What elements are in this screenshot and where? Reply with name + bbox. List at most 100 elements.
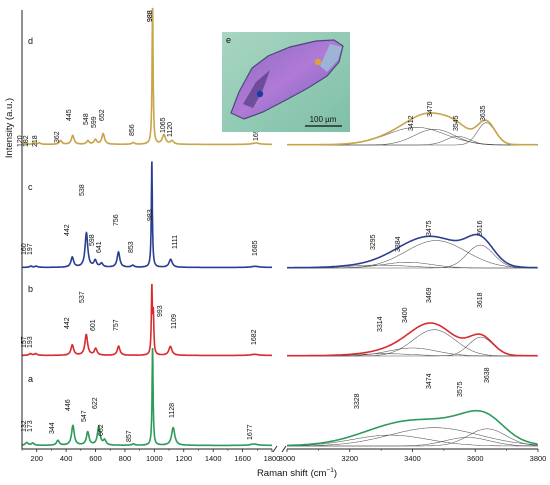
peak-label-d-1065: 1065 — [160, 117, 167, 133]
series-label-c: c — [28, 182, 33, 192]
axis-break-marker — [272, 445, 287, 453]
peak-label-b-993: 993 — [157, 305, 164, 317]
x-tick-label-3600: 3600 — [467, 454, 484, 463]
peak-label-c-853: 853 — [128, 241, 135, 253]
peak-label-c-3475: 3475 — [426, 220, 433, 236]
component-b-3 — [287, 329, 538, 357]
spectrum-b-high — [287, 322, 538, 357]
peak-label-c-983: 983 — [147, 209, 154, 221]
peak-label-d-120: 120 — [17, 135, 24, 147]
peak-label-d-182: 182 — [23, 135, 30, 147]
peak-label-b-1109: 1109 — [171, 314, 178, 329]
peak-label-b-537: 537 — [79, 291, 86, 303]
x-tick-label-3800: 3800 — [530, 454, 547, 463]
component-a-1 — [287, 434, 538, 447]
peak-label-c-538: 538 — [79, 184, 86, 196]
peak-label-a-988: 988 — [147, 10, 154, 22]
peak-label-b-3400: 3400 — [402, 307, 409, 323]
x-tick-label-400: 400 — [60, 454, 73, 463]
peak-label-c-641: 641 — [96, 241, 103, 253]
peak-label-a-1677: 1677 — [247, 424, 254, 440]
spectrum-d-low — [21, 7, 272, 146]
component-c-4 — [287, 244, 538, 269]
peak-label-a-622: 622 — [92, 397, 99, 409]
x-tick-label-1200: 1200 — [175, 454, 192, 463]
x-tick-label-600: 600 — [89, 454, 102, 463]
scale-bar-label: 100 µm — [310, 115, 337, 124]
peak-label-a-344: 344 — [49, 422, 56, 434]
peak-label-c-1111: 1111 — [172, 235, 179, 249]
peak-label-d-445: 445 — [66, 109, 73, 121]
peak-label-d-856: 856 — [129, 124, 136, 136]
peak-label-c-3295: 3295 — [370, 234, 377, 250]
peak-label-b-193: 193 — [27, 336, 34, 348]
peak-label-b-757: 757 — [113, 319, 120, 331]
peak-label-c-1685: 1685 — [252, 240, 259, 256]
peak-label-a-173: 173 — [27, 420, 34, 432]
x-tick-label-1400: 1400 — [205, 454, 222, 463]
series-label-d: d — [28, 36, 33, 46]
peak-label-a-857: 857 — [126, 430, 133, 442]
peak-label-a-547: 547 — [81, 410, 88, 422]
peak-label-b-3314: 3314 — [377, 316, 384, 332]
peak-label-d-988: 988 — [147, 10, 154, 22]
peak-label-c-160: 160 — [21, 243, 28, 255]
peak-label-a-132: 132 — [21, 420, 28, 432]
peak-label-c-197: 197 — [27, 243, 34, 255]
peak-label-c-598: 598 — [89, 234, 96, 246]
series-label-b: b — [28, 284, 33, 294]
x-tick-label-3000: 3000 — [279, 454, 296, 463]
peak-label-a-3328: 3328 — [354, 393, 361, 409]
peak-label-c-756: 756 — [113, 214, 120, 226]
peak-label-c-3616: 3616 — [477, 220, 484, 236]
spectrum-c-high — [287, 233, 538, 269]
crystal-dark-zone — [243, 70, 270, 108]
peak-label-c-442: 442 — [64, 224, 71, 236]
component-a-2 — [287, 427, 539, 447]
x-tick-label-3200: 3200 — [341, 454, 358, 463]
inset-micrograph: e 100 µm — [222, 32, 350, 132]
peak-label-a-1128: 1128 — [169, 403, 176, 418]
component-b-4 — [287, 336, 538, 357]
peak-label-d-1120: 1120 — [167, 122, 174, 137]
peak-label-d-548: 548 — [83, 113, 90, 125]
component-c-3 — [287, 240, 538, 269]
analysis-spot-blue — [256, 90, 264, 98]
peak-label-d-362: 362 — [54, 131, 61, 143]
peak-label-b-3469: 3469 — [426, 287, 433, 303]
peak-label-d-218: 218 — [32, 135, 39, 147]
x-axis-title: Raman shift (cm−1) — [257, 467, 337, 479]
peak-label-b-1682: 1682 — [251, 329, 258, 345]
inset-panel-label: e — [226, 35, 231, 45]
x-tick-label-3400: 3400 — [404, 454, 421, 463]
component-a-4 — [287, 428, 538, 447]
peak-label-a-3575: 3575 — [457, 381, 464, 397]
x-tick-label-1800: 1800 — [264, 454, 281, 463]
peak-label-a-446: 446 — [65, 399, 72, 411]
peak-label-b-157: 157 — [21, 336, 28, 348]
peak-label-b-601: 601 — [90, 319, 97, 331]
crystal-image — [230, 39, 344, 120]
peak-label-a-662: 662 — [98, 424, 105, 436]
peak-label-c-3384: 3384 — [395, 236, 402, 252]
peak-label-a-3638: 3638 — [484, 367, 491, 383]
spectrum-a-low — [22, 347, 272, 447]
peak-label-b-3618: 3618 — [477, 292, 484, 308]
x-tick-label-1600: 1600 — [234, 454, 251, 463]
peak-label-d-599: 599 — [91, 116, 98, 128]
peak-label-d-1690: 1690 — [253, 125, 260, 141]
analysis-spot-gold — [314, 58, 322, 66]
peak-label-d-3545: 3545 — [453, 115, 460, 131]
peak-label-d-3470: 3470 — [427, 101, 434, 117]
crystal-rim — [320, 44, 342, 72]
peak-label-d-3412: 3412 — [408, 115, 415, 131]
peak-label-b-442: 442 — [64, 317, 71, 329]
x-tick-label-1000: 1000 — [146, 454, 163, 463]
x-tick-label-200: 200 — [30, 454, 43, 463]
spectrum-c-low — [22, 161, 273, 269]
spectrum-b-low — [22, 283, 272, 357]
spectrum-a-high — [287, 409, 538, 447]
peak-label-a-3474: 3474 — [426, 373, 433, 389]
series-label-a: a — [28, 374, 33, 384]
